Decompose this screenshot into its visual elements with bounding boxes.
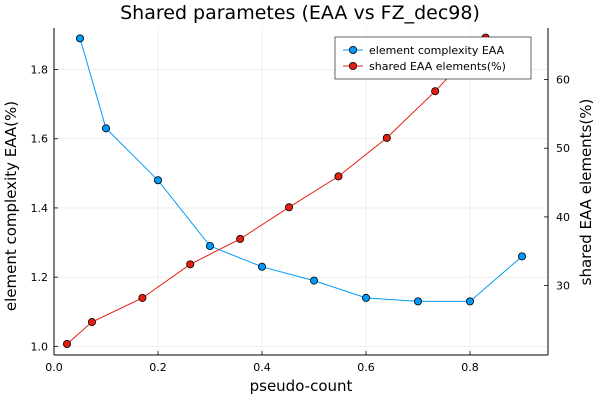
data-point <box>257 262 266 271</box>
data-point <box>465 297 474 306</box>
data-point <box>309 276 318 285</box>
data-point <box>361 293 370 302</box>
x-tick-label: 0.4 <box>253 361 271 374</box>
y-right-tick-label: 50 <box>556 142 570 155</box>
y-left-tick-label: 1.0 <box>31 340 49 353</box>
chart-title: Shared parametes (EAA vs FZ_dec98) <box>120 2 480 24</box>
y-left-tick-label: 1.4 <box>31 202 49 215</box>
y-left-tick-label: 1.2 <box>31 271 49 284</box>
data-point <box>63 340 72 349</box>
legend-swatch-marker <box>348 62 357 71</box>
data-point <box>186 260 195 269</box>
data-point <box>334 172 343 181</box>
x-tick-label: 0.6 <box>357 361 375 374</box>
data-point <box>76 34 85 43</box>
legend-label: shared EAA elements(%) <box>369 60 506 73</box>
x-tick-label: 0.8 <box>461 361 479 374</box>
data-point <box>153 176 162 185</box>
axes: 0.0 0.2 0.4 0.6 0.8 1.0 1.2 1.4 1.6 1.8 30 40 50 60 <box>31 28 570 374</box>
data-point <box>382 133 391 142</box>
y-right-axis-title: shared EAA elements(%) <box>577 99 595 286</box>
legend-box <box>334 36 532 80</box>
y-right-tick-label: 60 <box>556 74 570 87</box>
y-left-tick-label: 1.6 <box>31 133 49 146</box>
legend-label: element complexity EAA <box>369 44 505 57</box>
series-line <box>66 37 486 345</box>
data-point <box>285 203 294 212</box>
series <box>63 33 527 349</box>
series-line <box>79 38 523 302</box>
data-point <box>205 241 214 250</box>
data-point <box>138 293 147 302</box>
data-point <box>413 297 422 306</box>
data-point <box>518 252 527 261</box>
data-point <box>236 234 245 243</box>
x-axis-title: pseudo-count <box>250 377 353 395</box>
data-point <box>102 124 111 133</box>
y-left-tick-label: 1.8 <box>31 64 49 77</box>
y-left-axis-title: element complexity EAA(%) <box>2 101 20 311</box>
data-point <box>87 318 96 327</box>
x-tick-label: 0.0 <box>45 361 63 374</box>
data-point <box>431 87 440 96</box>
legend-swatch-marker <box>348 46 357 55</box>
legend: element complexity EAA shared EAA element… <box>334 36 532 80</box>
y-right-tick-label: 30 <box>556 280 570 293</box>
x-tick-label: 0.2 <box>149 361 167 374</box>
y-right-tick-label: 40 <box>556 211 570 224</box>
